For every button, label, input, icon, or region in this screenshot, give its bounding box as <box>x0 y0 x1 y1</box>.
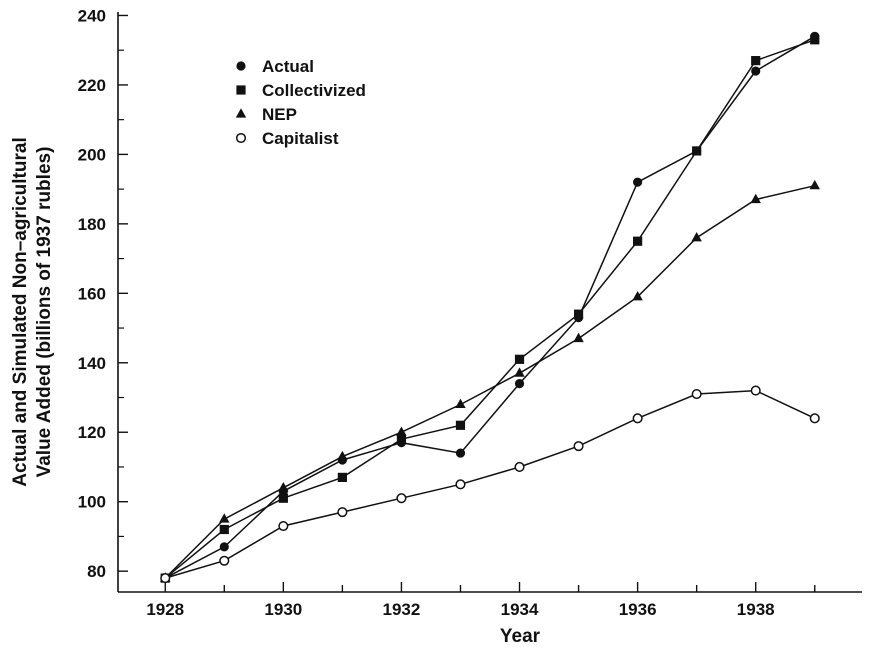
x-tick-label-1932: 1932 <box>383 600 421 619</box>
x-tick-label-1938: 1938 <box>737 600 775 619</box>
point-actual-1933 <box>455 448 466 458</box>
point-nep-1931 <box>337 450 348 461</box>
point-collectivized-1933 <box>455 420 466 430</box>
point-actual-1936 <box>633 177 643 187</box>
point-collectivized-1935 <box>573 309 584 319</box>
legend-label-nep: NEP <box>262 105 297 124</box>
point-capitalist-1933 <box>455 479 466 490</box>
point-capitalist-1929 <box>219 555 230 566</box>
point-nep-1938 <box>750 193 761 204</box>
legend-label-collectivized: Collectivized <box>262 81 366 100</box>
point-capitalist-1937 <box>691 388 702 400</box>
x-tick-label-1930: 1930 <box>264 600 302 619</box>
point-nep-1930 <box>278 482 289 492</box>
y-tick-label-240: 240 <box>78 6 106 25</box>
axes: 80 100 120 140 160 180 200 220 240 1928 1930 1932 19… <box>78 6 862 619</box>
y-tick-label-160: 160 <box>78 284 106 303</box>
point-nep-1936 <box>632 290 643 301</box>
legend-label-actual: Actual <box>262 57 314 76</box>
point-collectivized-1939 <box>810 35 820 45</box>
point-collectivized-1934 <box>514 354 525 364</box>
point-nep-1933 <box>455 398 466 409</box>
point-capitalist-1930 <box>278 520 289 532</box>
point-capitalist-1932 <box>396 493 407 504</box>
point-capitalist-1938 <box>750 385 761 396</box>
y-tick-label-200: 200 <box>78 145 106 164</box>
point-capitalist-1935 <box>573 441 584 452</box>
point-collectivized-1931 <box>337 472 347 482</box>
point-nep-1937 <box>691 231 702 242</box>
y-axis-title-line-2: Value Added (billions of 1937 rubles) <box>34 147 55 478</box>
y-tick-label-140: 140 <box>78 354 106 373</box>
series-line-nep <box>164 184 815 579</box>
legend-marker-capitalist <box>235 132 247 144</box>
y-tick-label-80: 80 <box>87 562 106 581</box>
series-line-capitalist <box>164 389 816 579</box>
series-line-actual <box>164 35 816 579</box>
point-capitalist-1928 <box>160 573 171 584</box>
point-actual-1929 <box>219 542 229 552</box>
point-capitalist-1931 <box>337 507 348 518</box>
point-nep-1939 <box>809 179 820 190</box>
x-tick-label-1936: 1936 <box>619 600 657 619</box>
point-collectivized-1938 <box>751 56 761 66</box>
point-capitalist-1934 <box>514 461 525 473</box>
x-axis-title: Year <box>500 626 541 647</box>
point-collectivized-1937 <box>692 146 702 156</box>
x-tick-label-1928: 1928 <box>146 600 184 619</box>
series-lines <box>164 35 816 579</box>
point-nep-1934 <box>514 367 525 377</box>
y-tick-label-100: 100 <box>78 493 106 512</box>
y-axis-title-line-1: Actual and Simulated Non–agricultural <box>10 137 31 486</box>
point-collectivized-1936 <box>633 236 643 246</box>
point-capitalist-1936 <box>632 413 643 424</box>
point-collectivized-1930 <box>278 493 288 503</box>
point-actual-1938 <box>751 66 761 76</box>
point-capitalist-1939 <box>809 413 820 424</box>
legend-label-capitalist: Capitalist <box>262 129 339 148</box>
point-collectivized-1932 <box>396 434 407 444</box>
legend-marker-actual <box>236 61 246 71</box>
point-actual-1934 <box>514 379 525 389</box>
point-nep-1929 <box>219 513 230 523</box>
point-collectivized-1929 <box>219 524 229 535</box>
series-line-collectivized <box>164 39 816 579</box>
legend-marker-collectivized <box>236 85 246 95</box>
series-markers <box>160 31 820 584</box>
y-axis-title: Actual and Simulated Non–agricultural Va… <box>10 137 55 486</box>
point-nep-1932 <box>396 426 407 436</box>
y-tick-label-120: 120 <box>78 423 106 442</box>
y-tick-label-220: 220 <box>78 76 106 95</box>
x-tick-label-1934: 1934 <box>501 600 539 619</box>
point-nep-1935 <box>573 332 584 343</box>
y-tick-label-180: 180 <box>78 215 106 234</box>
legend: Actual Collectivized NEP Capitalist <box>235 57 366 148</box>
legend-marker-nep <box>235 108 247 118</box>
